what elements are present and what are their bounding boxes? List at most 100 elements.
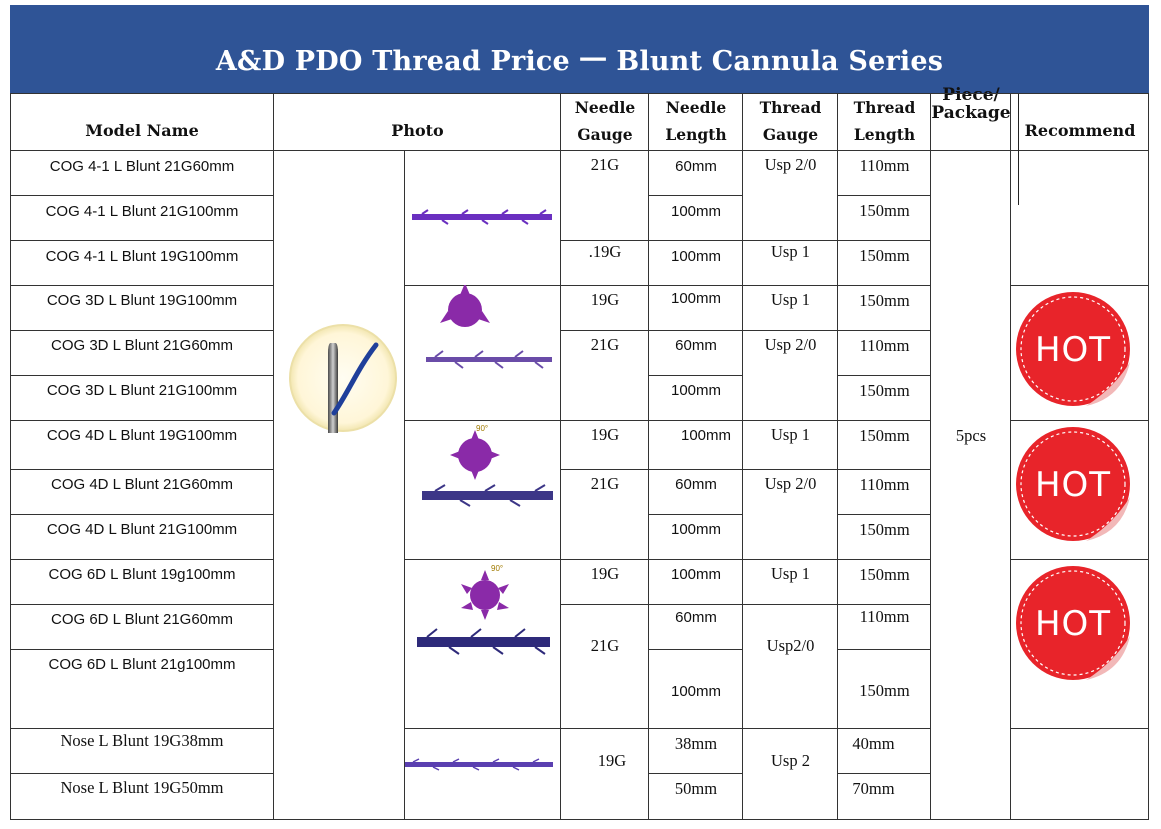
photo-cell-3d — [405, 286, 561, 421]
price-table: Model Name Photo Needle Gauge Needle Len… — [10, 86, 1149, 820]
thread-length-value: 110mm — [859, 607, 910, 626]
thread-length-value: 150mm — [859, 381, 910, 400]
model-name: Nose L Blunt 19G50mm — [60, 778, 224, 797]
header-package-cell — [931, 93, 1011, 151]
thread-6d-photo: 90° — [415, 562, 555, 662]
model-cell — [10, 286, 274, 331]
needle-length-value: 100mm — [670, 382, 722, 399]
thread-length-value: 150mm — [859, 520, 910, 539]
needle-length-cell — [649, 286, 743, 331]
recommend-cell — [1011, 729, 1149, 820]
title-banner: A&D PDO Thread Price 一 Blunt Cannula Ser… — [10, 5, 1149, 93]
needle-gauge-value: 21G — [590, 155, 620, 174]
header-needle-length-cell — [649, 93, 743, 151]
model-name: COG 4-1 L Blunt 19G100mm — [45, 248, 239, 265]
thread-length-cell — [838, 650, 931, 729]
thread-gauge-value: Usp 2 — [771, 751, 810, 770]
hot-sticker-icon — [1016, 566, 1132, 682]
thread-length-value: 40mm — [852, 734, 895, 753]
model-name: COG 3D L Blunt 21G60mm — [50, 337, 233, 354]
hot-label: HOT — [1034, 465, 1112, 505]
photo-cell-4d — [405, 421, 561, 560]
cog-3d-cross-section-icon — [426, 283, 552, 369]
model-cell — [10, 376, 274, 421]
model-cell — [10, 196, 274, 241]
package-cell — [931, 151, 1011, 820]
needle-gauge-value: .19G — [588, 242, 622, 261]
needle-length-cell — [649, 560, 743, 605]
thread-length-value: 110mm — [859, 156, 910, 175]
photo-cell-nose — [405, 729, 561, 820]
thread-length-value: 150mm — [859, 681, 910, 700]
header-thread-length-1: Thread — [853, 98, 916, 117]
header-thread-gauge-2: Gauge — [762, 125, 819, 144]
needle-length-value: 60mm — [675, 609, 717, 626]
needle-gauge-value: 21G — [590, 335, 620, 354]
hot-sticker-icon — [1016, 292, 1132, 408]
header-needle-gauge-1: Needle — [574, 98, 636, 117]
model-cell — [10, 650, 274, 729]
needle-gauge-cell — [561, 729, 649, 820]
header-thread-length-cell — [838, 93, 931, 151]
thread-nose-photo — [405, 757, 553, 771]
thread-length-value: 150mm — [859, 565, 910, 584]
thread-gauge-value: Usp 1 — [771, 290, 810, 309]
needle-gauge-value: 19G — [590, 425, 620, 444]
needle-length-cell — [649, 421, 743, 470]
photo-cell-6d — [405, 560, 561, 729]
hot-badge: HOT — [1014, 564, 1132, 682]
thread-length-cell — [838, 331, 931, 376]
angle-label: 90° — [476, 424, 488, 433]
angle-label: 90° — [491, 564, 503, 573]
needle-gauge-cell — [561, 286, 649, 331]
needle-gauge-cell — [561, 421, 649, 470]
needle-length-cell — [649, 331, 743, 376]
recommend-cell — [1011, 560, 1149, 729]
thread-length-cell — [838, 774, 931, 820]
barbed-thread-icon — [412, 209, 552, 225]
thread-gauge-value: Usp 2/0 — [764, 155, 817, 174]
needle-gauge-cell — [561, 151, 649, 241]
hot-label: HOT — [1034, 604, 1112, 644]
needle-gauge-value: 19G — [597, 751, 627, 770]
thread-gauge-cell — [743, 331, 838, 421]
needle-gauge-value: 19G — [590, 290, 620, 309]
thread-gauge-cell — [743, 605, 838, 729]
model-name: COG 6D L Blunt 19g100mm — [48, 566, 236, 583]
thread-length-cell — [838, 286, 931, 331]
cannula-photo-cell — [274, 151, 405, 820]
cannula-icon — [289, 324, 397, 433]
needle-length-value: 100mm — [670, 203, 722, 220]
needle-length-value: 100mm — [670, 521, 722, 538]
photo-cell-4-1 — [405, 151, 561, 286]
needle-length-cell — [649, 196, 743, 241]
header-thread-gauge-cell — [743, 93, 838, 151]
recommend-cell — [1011, 286, 1149, 421]
thread-length-cell — [838, 376, 931, 421]
needle-length-cell — [649, 650, 743, 729]
needle-gauge-cell — [561, 241, 649, 286]
thread-gauge-value: Usp2/0 — [766, 636, 815, 655]
hot-badge: HOT — [1014, 290, 1132, 408]
thread-3d-photo — [420, 283, 555, 375]
thread-4d-photo: 90° — [420, 420, 555, 510]
needle-length-cell — [649, 376, 743, 421]
thread-length-value: 110mm — [859, 475, 910, 494]
needle-length-value: 60mm — [675, 158, 717, 175]
thread-length-value: 150mm — [859, 291, 910, 310]
needle-length-value: 100mm — [670, 248, 722, 265]
thread-length-cell — [838, 560, 931, 605]
stray-vertical-line — [1018, 93, 1019, 205]
needle-gauge-cell — [561, 331, 649, 421]
thread-length-value: 150mm — [859, 246, 910, 265]
header-package-1: Piece/ — [942, 85, 1000, 105]
needle-length-value: 38mm — [674, 734, 718, 753]
thread-gauge-cell — [743, 286, 838, 331]
model-cell — [10, 515, 274, 560]
thread-gauge-cell — [743, 729, 838, 820]
hot-sticker-icon — [1016, 427, 1132, 543]
thread-length-value: 110mm — [859, 336, 910, 355]
needle-length-value: 100mm — [670, 566, 722, 583]
header-needle-gauge-cell — [561, 93, 649, 151]
hot-badge: HOT — [1014, 425, 1132, 543]
